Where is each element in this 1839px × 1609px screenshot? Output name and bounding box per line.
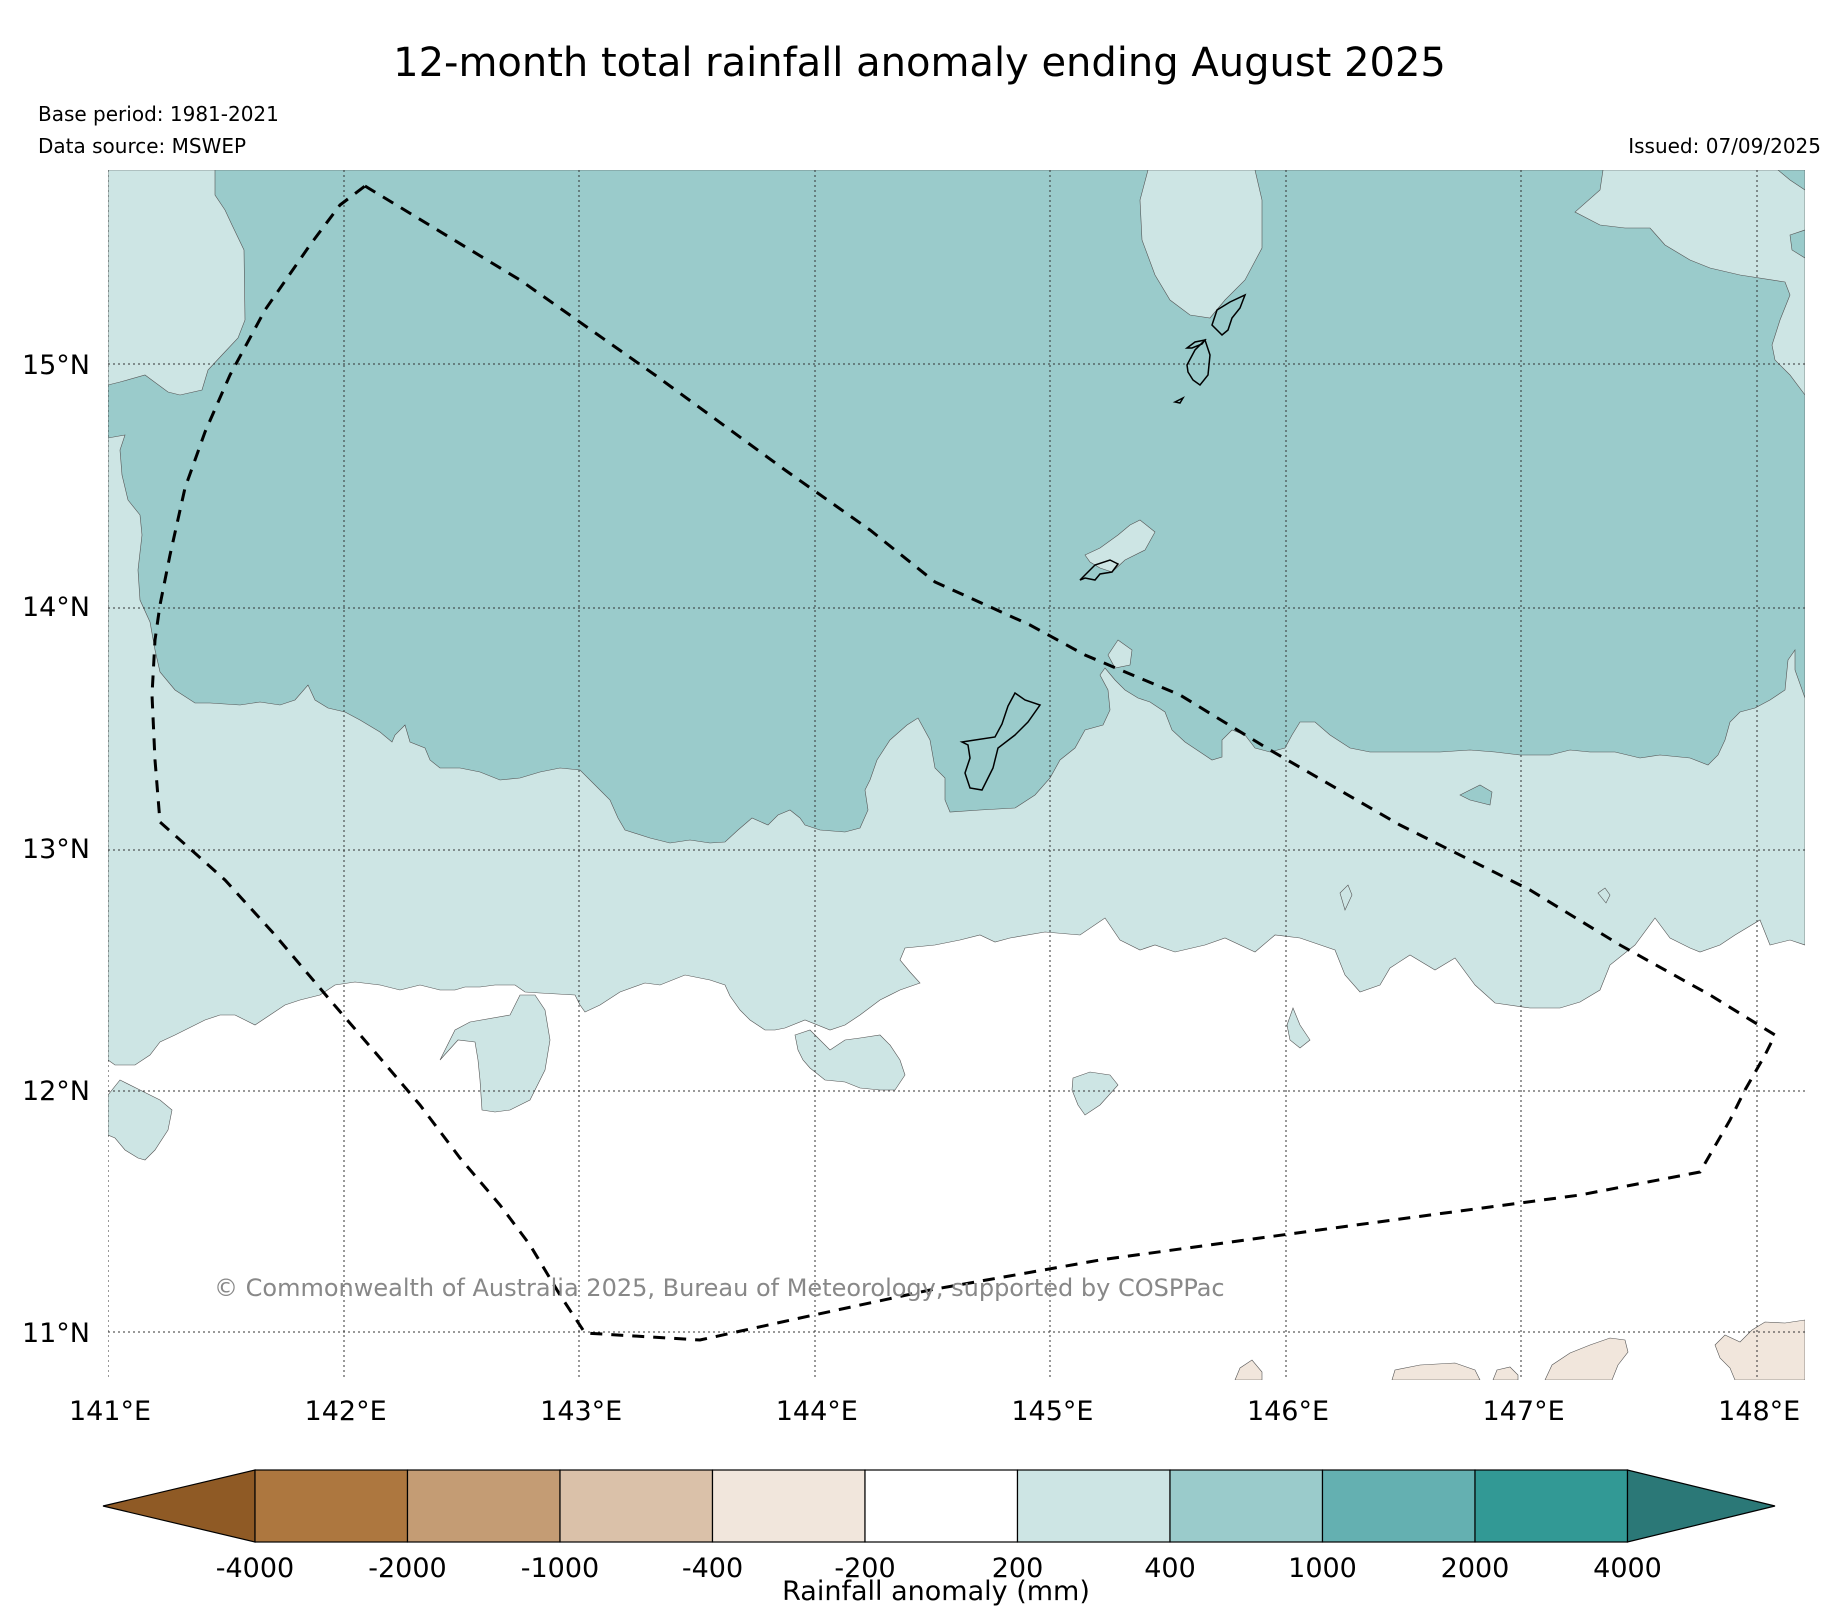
- colorbar-tick-label: -400: [682, 1553, 743, 1584]
- anomaly-region-200-400: [794, 1029, 906, 1091]
- coastline-anatahan: [1172, 396, 1185, 404]
- colorbar-tick-label: -4000: [216, 1553, 294, 1584]
- anomaly-region-200-400: [1107, 639, 1133, 669]
- latitude-tick-label: 14°N: [22, 592, 90, 623]
- colorbar-band: [559, 1469, 714, 1543]
- colorbar-tick-label: 400: [1144, 1553, 1196, 1584]
- anomaly-region-neg400-neg200: [1544, 1337, 1629, 1380]
- anomaly-region-neg400-neg200: [1391, 1362, 1481, 1380]
- colorbar-tick-label: 4000: [1593, 1553, 1662, 1584]
- longitude-tick-label: 141°E: [69, 1396, 151, 1427]
- anomaly-region-400-1000: [1789, 229, 1805, 259]
- colorbar-extension-low: [102, 1469, 256, 1543]
- anomaly-region-200-400: [439, 994, 551, 1113]
- map-title: 12-month total rainfall anomaly ending A…: [393, 40, 1446, 86]
- legend-title: Rainfall anomaly (mm): [782, 1576, 1090, 1607]
- coastline-guam: [959, 691, 1042, 791]
- colorbar-band: [711, 1469, 866, 1543]
- island-coastlines: [959, 293, 1247, 791]
- colorbar-tick-label: 2000: [1441, 1553, 1510, 1584]
- colorbar-band: [1474, 1469, 1629, 1543]
- colorbar-legend: -4000 -2000 -1000 -400 -200 200 400 1000 2000 400…: [102, 1469, 1776, 1584]
- anomaly-region-neg400-neg200: [1234, 1359, 1263, 1380]
- longitude-tick-label: 147°E: [1483, 1396, 1565, 1427]
- longitude-tick-label: 148°E: [1718, 1396, 1800, 1427]
- latitude-tick-label: 15°N: [22, 350, 90, 381]
- latitude-tick-label: 11°N: [22, 1318, 90, 1349]
- anomaly-region-200-400: [1597, 887, 1611, 904]
- latitude-labels: 15°N 14°N 13°N 12°N 11°N: [22, 350, 90, 1349]
- longitude-tick-label: 143°E: [540, 1396, 622, 1427]
- anomaly-region-200-400: [1084, 519, 1156, 573]
- coastline-saipan: [1186, 338, 1211, 387]
- anomaly-region-400-1000: [1777, 170, 1805, 191]
- colorbar-tick-label: -200: [834, 1553, 895, 1584]
- credit-text: © Commonwealth of Australia 2025, Bureau…: [214, 1274, 1225, 1302]
- base-period-note: Base period: 1981-2021: [38, 102, 279, 126]
- longitude-tick-label: 145°E: [1011, 1396, 1093, 1427]
- longitude-labels: 141°E 142°E 143°E 144°E 145°E 146°E 147°E 148°E: [69, 1396, 1800, 1427]
- data-source-note: Data source: MSWEP: [38, 134, 247, 158]
- colorbar-tick-label: 1000: [1288, 1553, 1357, 1584]
- latitude-tick-label: 12°N: [22, 1076, 90, 1107]
- longitude-tick-label: 144°E: [776, 1396, 858, 1427]
- longitude-tick-label: 146°E: [1247, 1396, 1329, 1427]
- colorbar-band: [406, 1469, 561, 1543]
- colorbar-tick-label: -1000: [521, 1553, 599, 1584]
- coastline-northern-islands: [1211, 293, 1247, 337]
- anomaly-region-200-400: [1071, 1071, 1119, 1116]
- map-gridlines: [108, 170, 1805, 1380]
- colorbar-band: [1016, 1469, 1171, 1543]
- colorbar-tick-label: -2000: [368, 1553, 446, 1584]
- eez-boundary: [150, 184, 1777, 1342]
- map-plot-area: [108, 170, 1805, 1380]
- anomaly-region-400-1000: [108, 170, 1805, 844]
- issued-date: Issued: 07/09/2025: [1628, 134, 1821, 158]
- latitude-tick-label: 13°N: [22, 834, 90, 865]
- coastline-rota: [1079, 559, 1120, 581]
- colorbar-band: [864, 1469, 1019, 1543]
- anomaly-region-neg400-neg200: [1492, 1366, 1519, 1380]
- colorbar-tick-label: 200: [992, 1553, 1044, 1584]
- anomaly-region-200-400: [1286, 1007, 1311, 1049]
- anomaly-region-400-1000: [1459, 784, 1493, 806]
- colorbar-band: [1321, 1469, 1476, 1543]
- colorbar-band: [1169, 1469, 1324, 1543]
- colorbar-band: [254, 1469, 409, 1543]
- longitude-tick-label: 142°E: [305, 1396, 387, 1427]
- anomaly-region-neg400-neg200: [1714, 1319, 1805, 1380]
- anomaly-region-200-400: [1339, 884, 1353, 911]
- anomaly-region-200-400: [108, 1079, 173, 1161]
- colorbar-extension-high: [1626, 1469, 1776, 1543]
